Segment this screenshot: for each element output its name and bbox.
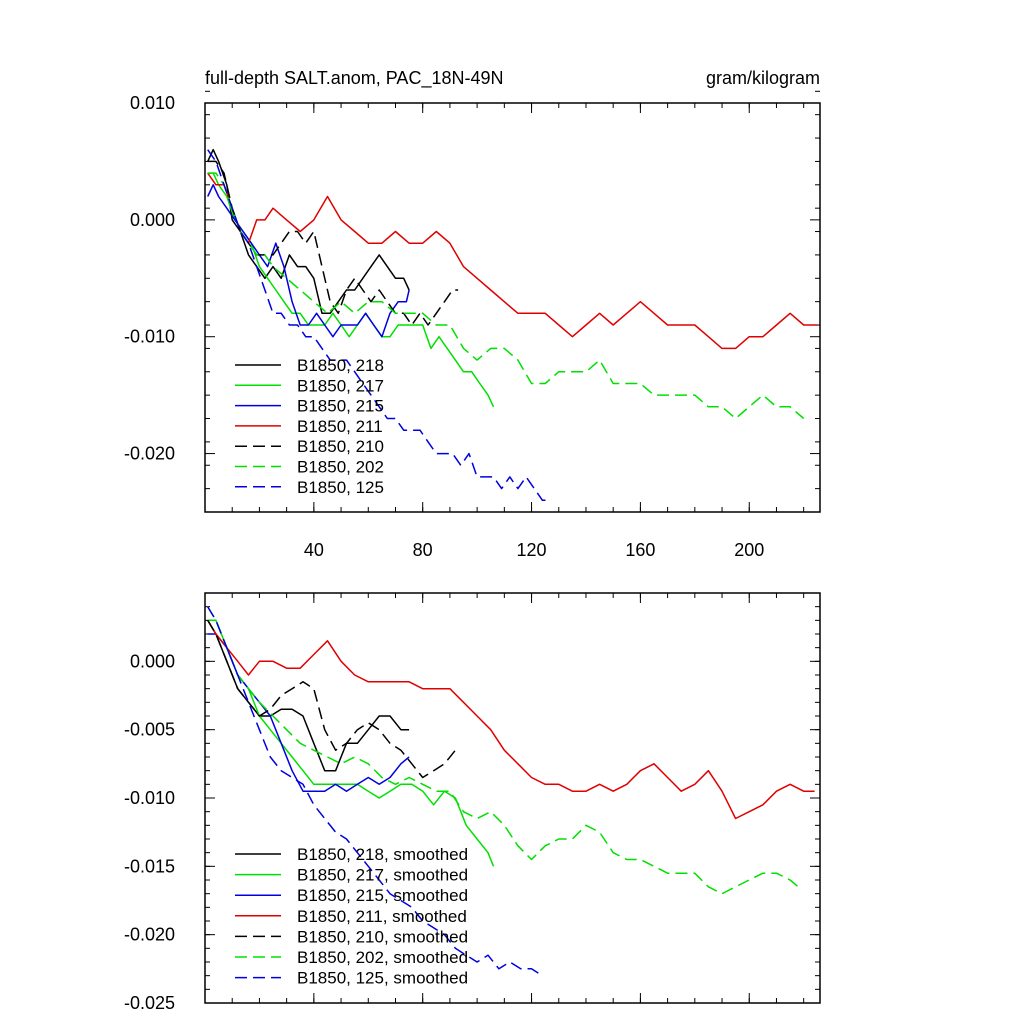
series-line: B1850, 218, smoothed [207, 619, 410, 772]
top-panel: full-depth SALT.anom, PAC_18N-49N gram/k… [124, 68, 821, 560]
y-tick-label: -0.015 [124, 856, 175, 876]
series-line: B1850, 210, smoothed [207, 619, 456, 779]
series-line: B1850, 215 [207, 184, 410, 338]
series-line: B1850, 202, smoothed [207, 606, 799, 895]
legend-entry: B1850, 211 [297, 417, 383, 436]
x-tick-label: 40 [304, 540, 324, 560]
top-units-label: gram/kilogram [706, 68, 820, 88]
y-tick-label: 0.010 [130, 93, 175, 113]
legend-entry: B1850, 218, smoothed [297, 845, 468, 864]
legend-entry: B1850, 210, smoothed [297, 927, 468, 946]
y-tick-label: -0.010 [124, 327, 175, 347]
legend-entry: B1850, 211, smoothed [297, 907, 467, 926]
legend-entry: B1850, 202, smoothed [297, 948, 468, 967]
y-tick-label: -0.005 [124, 720, 175, 740]
legend-entry: B1850, 202 [297, 458, 384, 477]
legend-entry: B1850, 125, smoothed [297, 969, 468, 988]
y-tick-label: -0.020 [124, 925, 175, 945]
y-tick-label: -0.020 [124, 444, 175, 464]
series-line: B1850, 211, smoothed [207, 619, 815, 820]
legend-entry: B1850, 210 [297, 437, 384, 456]
legend-entry: B1850, 218 [297, 356, 384, 375]
x-tick-label: 80 [413, 540, 433, 560]
x-tick-label: 200 [734, 540, 764, 560]
legend-entry: B1850, 125 [297, 478, 384, 497]
legend-entry: B1850, 215 [297, 397, 384, 416]
y-tick-label: 0.000 [130, 210, 175, 230]
x-tick-label: 120 [517, 540, 547, 560]
plot-frame [204, 592, 821, 1004]
y-tick-label: -0.025 [124, 993, 175, 1013]
bottom-panel: 0.000 -0.005 -0.010 -0.015 -0.020 -0.025 B1850… [124, 592, 821, 1013]
plot-frame [204, 102, 821, 513]
x-tick-label: 160 [625, 540, 655, 560]
legend-entry: B1850, 217 [297, 376, 384, 395]
series-line: B1850, 217, smoothed [207, 619, 495, 867]
series-line: B1850, 125, smoothed [207, 606, 543, 977]
series-line: B1850, 125 [207, 149, 548, 502]
legend-entry: B1850, 217, smoothed [297, 866, 468, 885]
series-line: B1850, 211 [207, 172, 818, 350]
y-tick-label: 0.000 [130, 651, 175, 671]
series-line: B1850, 202 [207, 172, 805, 420]
series-line: B1850, 218 [207, 148, 410, 315]
legend-entry: B1850, 215, smoothed [297, 886, 468, 905]
top-title: full-depth SALT.anom, PAC_18N-49N [205, 68, 504, 89]
series-line: B1850, 215, smoothed [207, 633, 410, 792]
y-tick-label: -0.010 [124, 788, 175, 808]
